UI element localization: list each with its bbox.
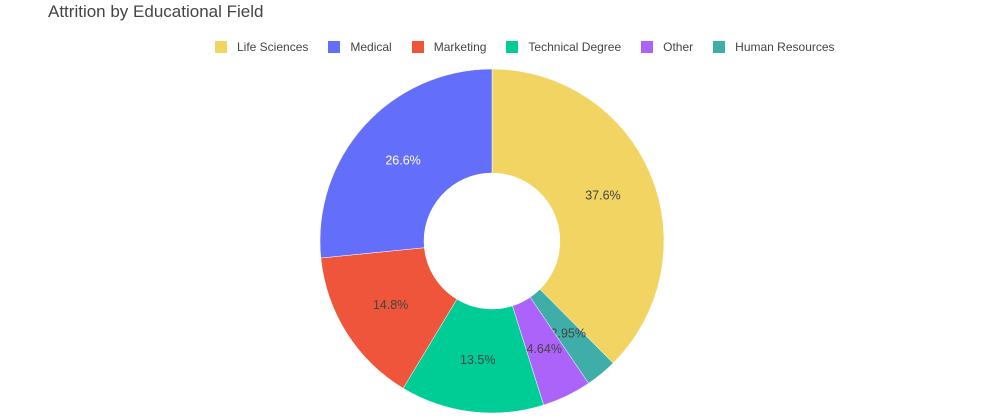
chart-title: Attrition by Educational Field bbox=[48, 2, 264, 21]
legend: Life Sciences Medical Marketing Technical D… bbox=[215, 38, 855, 56]
legend-label: Other bbox=[663, 40, 694, 54]
legend-swatch bbox=[713, 41, 726, 53]
slice-label-other: 4.64% bbox=[527, 342, 562, 356]
legend-item-marketing[interactable]: Marketing bbox=[411, 40, 487, 54]
legend-label: Technical Degree bbox=[528, 40, 622, 54]
legend-item-life-sciences[interactable]: Life Sciences bbox=[215, 40, 308, 54]
legend-label: Marketing bbox=[433, 40, 487, 54]
legend-swatch bbox=[506, 41, 519, 53]
slice-label-human-resources: 2.95% bbox=[551, 327, 586, 341]
slice-label-life-sciences: 37.6% bbox=[585, 188, 620, 202]
slice-medical[interactable] bbox=[319, 68, 493, 259]
slice-label-technical-degree: 13.5% bbox=[460, 353, 495, 367]
legend-item-technical-degree[interactable]: Technical Degree bbox=[506, 40, 621, 54]
slice-life-sciences[interactable] bbox=[491, 68, 665, 364]
legend-swatch bbox=[215, 41, 227, 53]
slice-technical-degree[interactable] bbox=[402, 298, 544, 414]
slice-label-marketing: 14.8% bbox=[373, 298, 408, 312]
slice-label-medical: 26.6% bbox=[385, 153, 420, 167]
legend-swatch bbox=[411, 41, 424, 53]
legend-label: Life Sciences bbox=[237, 40, 309, 54]
legend-item-other[interactable]: Other bbox=[641, 40, 693, 54]
legend-label: Human Resources bbox=[735, 40, 835, 54]
legend-swatch bbox=[641, 41, 654, 53]
legend-swatch bbox=[328, 41, 341, 53]
legend-item-medical[interactable]: Medical bbox=[328, 40, 392, 54]
slice-marketing[interactable] bbox=[320, 247, 458, 389]
legend-label: Medical bbox=[350, 40, 392, 54]
legend-item-human-resources[interactable]: Human Resources bbox=[713, 40, 835, 54]
